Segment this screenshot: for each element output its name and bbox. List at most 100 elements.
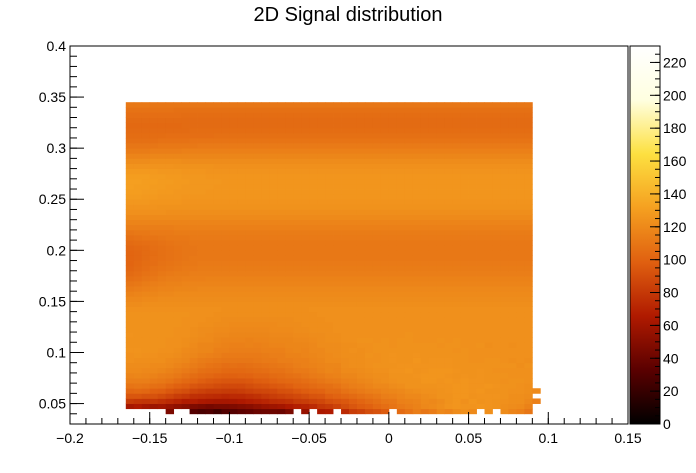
heatmap-cell [412, 173, 422, 180]
heatmap-cell [436, 199, 446, 205]
heatmap-cell [149, 158, 159, 164]
heatmap-cell [133, 398, 143, 404]
heatmap-cell [173, 219, 182, 226]
heatmap-cell [285, 296, 294, 302]
heatmap-cell [245, 173, 254, 180]
heatmap-cell [404, 398, 414, 404]
heatmap-cell [356, 388, 366, 394]
heatmap-cell [125, 137, 135, 144]
heatmap-cell [460, 296, 469, 302]
heatmap-cell [261, 132, 270, 139]
heatmap-cell [301, 337, 310, 343]
heatmap-cell [133, 112, 143, 118]
heatmap-cell [181, 250, 190, 256]
heatmap-cell [125, 153, 135, 159]
heatmap-cell [516, 291, 525, 297]
heatmap-cell [484, 326, 493, 333]
heatmap-cell [181, 189, 190, 195]
heatmap-cell [277, 337, 286, 343]
heatmap-cell [516, 403, 525, 410]
x-tick-label: −0.2 [56, 430, 84, 446]
heatmap-cell [165, 107, 175, 113]
heatmap-cell [229, 337, 238, 343]
heatmap-cell [125, 173, 135, 180]
heatmap-cell [141, 362, 151, 369]
heatmap-cell [341, 270, 350, 277]
heatmap-cell [428, 117, 438, 124]
heatmap-cell [380, 229, 390, 236]
heatmap-cell [428, 173, 438, 180]
heatmap-cell [380, 408, 390, 415]
heatmap-cell [205, 224, 214, 231]
heatmap-cell [404, 183, 414, 190]
heatmap-cell [317, 388, 326, 394]
heatmap-cell [301, 209, 310, 215]
heatmap-cell [436, 224, 446, 231]
heatmap-cell [516, 321, 525, 328]
heatmap-cell [181, 286, 190, 292]
heatmap-cell [213, 347, 222, 353]
heatmap-cell [508, 240, 517, 246]
heatmap-cell [356, 347, 366, 353]
heatmap-cell [237, 158, 246, 164]
heatmap-cell [261, 137, 270, 144]
heatmap-cell [500, 122, 509, 129]
heatmap-cell [141, 235, 151, 241]
heatmap-cell [412, 224, 422, 231]
heatmap-cell [325, 214, 334, 221]
heatmap-cell [396, 306, 406, 313]
heatmap-cell [500, 163, 509, 169]
heatmap-cell [189, 383, 198, 389]
heatmap-cell [444, 357, 454, 364]
heatmap-cell [444, 122, 454, 129]
heatmap-cell [213, 357, 222, 364]
heatmap-cell [460, 291, 469, 297]
heatmap-cell [412, 280, 422, 287]
heatmap-cell [277, 398, 286, 404]
heatmap-cell [133, 235, 143, 241]
heatmap-cell [157, 378, 167, 384]
heatmap-cell [325, 286, 334, 292]
heatmap-cell [205, 189, 214, 195]
heatmap-cell [173, 291, 182, 297]
heatmap-cell [237, 265, 246, 272]
heatmap-cell [253, 158, 262, 164]
heatmap-cell [277, 316, 286, 323]
heatmap-cell [165, 337, 175, 343]
heatmap-cell [372, 199, 382, 205]
heatmap-cell [325, 342, 334, 348]
heatmap-cell [165, 122, 175, 129]
heatmap-cell [301, 357, 310, 364]
heatmap-cell [428, 137, 438, 144]
heatmap-cell [285, 388, 294, 394]
heatmap-cell [524, 367, 533, 374]
heatmap-cell [524, 255, 533, 261]
heatmap-cell [149, 311, 159, 318]
heatmap-cell [157, 214, 167, 221]
z-tick-label: 140 [663, 186, 687, 202]
heatmap-cell [237, 260, 246, 267]
heatmap-cell [356, 337, 366, 343]
y-tick-label: 0.1 [47, 344, 67, 360]
heatmap-cell [444, 117, 454, 124]
heatmap-cell [524, 332, 533, 338]
heatmap-cell [157, 255, 167, 261]
heatmap-cell [484, 280, 493, 287]
heatmap-cell [476, 311, 485, 318]
heatmap-cell [341, 235, 350, 241]
heatmap-cell [197, 127, 206, 134]
heatmap-cell [364, 393, 374, 399]
heatmap-cell [444, 158, 454, 164]
heatmap-cell [277, 255, 286, 261]
heatmap-cell [261, 342, 270, 348]
heatmap-cell [428, 250, 438, 256]
heatmap-cell [197, 352, 206, 358]
heatmap-cell [181, 194, 190, 200]
heatmap-cell [317, 137, 326, 144]
heatmap-cell [333, 357, 342, 364]
heatmap-cell [444, 362, 454, 369]
heatmap-cell [157, 143, 167, 149]
heatmap-cell [285, 393, 294, 399]
heatmap-cell [205, 229, 214, 236]
heatmap-cell [349, 280, 358, 287]
